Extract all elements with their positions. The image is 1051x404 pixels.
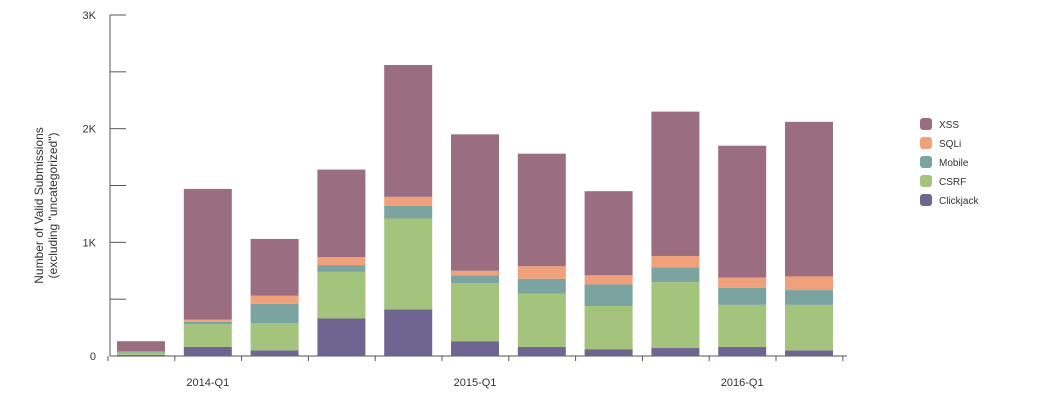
bar-segment-xss xyxy=(317,169,366,258)
bar-segment-clickjack xyxy=(785,350,833,356)
bar-segment-xss xyxy=(517,153,566,267)
x-tick-label: 2016-Q1 xyxy=(721,377,764,389)
y-tick-label: 3K xyxy=(83,10,97,22)
bar-segment-sqli xyxy=(451,270,499,276)
bar-segment-sqli xyxy=(785,276,833,291)
axes: 0 1K 2K 3K 2014-Q1 2015-Q1 2016-Q1 Number of Va… xyxy=(32,10,847,389)
bar-segment-sqli xyxy=(183,319,232,322)
legend: XSS SQLi Mobile CSRF Clickjack xyxy=(920,118,979,207)
legend-swatch-csrf xyxy=(920,175,932,187)
bar-segment-csrf xyxy=(517,293,566,347)
bar-segment-mobile xyxy=(317,265,366,272)
bar-segment-sqli xyxy=(117,351,165,353)
bar-segment-mobile xyxy=(517,278,566,294)
legend-label-clickjack: Clickjack xyxy=(939,196,979,207)
bar-segment-clickjack xyxy=(451,341,499,356)
bar-segment-clickjack xyxy=(718,346,767,356)
bar-segment-xss xyxy=(718,145,767,278)
bar-segment-sqli xyxy=(651,255,700,268)
bar-segment-sqli xyxy=(317,257,366,266)
bar-segment-csrf xyxy=(117,352,165,355)
bars xyxy=(117,65,833,356)
bar-segment-sqli xyxy=(250,295,299,304)
legend-swatch-sqli xyxy=(920,137,932,149)
bar-segment-mobile xyxy=(584,284,633,306)
legend-swatch-clickjack xyxy=(920,194,932,206)
bar-segment-xss xyxy=(183,188,232,320)
bar-segment-clickjack xyxy=(584,349,633,356)
bar-segment-sqli xyxy=(384,196,433,206)
y-axis-title: Number of Valid Submissions (excluding "u… xyxy=(32,127,60,284)
legend-label-csrf: CSRF xyxy=(939,177,966,188)
legend-swatch-xss xyxy=(920,118,932,130)
y-tick-label: 1K xyxy=(83,237,97,249)
bar-segment-sqli xyxy=(517,266,566,279)
bar-segment-mobile xyxy=(250,303,299,324)
y-axis-title-line: Number of Valid Submissions xyxy=(32,127,46,284)
bar-segment-clickjack xyxy=(317,318,366,356)
y-axis-title-line: (excluding "uncategorized") xyxy=(46,133,60,279)
bar-segment-csrf xyxy=(451,283,499,342)
bar-segment-clickjack xyxy=(250,350,299,356)
legend-label-mobile: Mobile xyxy=(939,158,969,169)
bar-segment-mobile xyxy=(718,287,767,305)
bar-segment-xss xyxy=(785,121,833,277)
bar-segment-xss xyxy=(451,134,499,271)
bar-segment-mobile xyxy=(451,275,499,284)
bar-segment-csrf xyxy=(651,282,700,349)
x-tick-label: 2015-Q1 xyxy=(454,377,497,389)
bar-segment-mobile xyxy=(651,267,700,283)
x-tick-label: 2014-Q1 xyxy=(186,377,229,389)
bar-segment-xss xyxy=(117,341,165,352)
bar-segment-clickjack xyxy=(651,348,700,356)
bar-segment-csrf xyxy=(317,271,366,319)
bar-segment-sqli xyxy=(718,277,767,288)
legend-label-sqli: SQLi xyxy=(939,139,961,150)
bar-segment-clickjack xyxy=(517,346,566,356)
bar-segment-mobile xyxy=(785,290,833,305)
bar-segment-mobile xyxy=(384,205,433,219)
bar-segment-csrf xyxy=(183,324,232,347)
y-tick-label: 0 xyxy=(90,351,96,363)
bar-segment-csrf xyxy=(785,304,833,351)
legend-label-xss: XSS xyxy=(939,120,959,131)
bar-segment-clickjack xyxy=(183,346,232,356)
y-tick-label: 2K xyxy=(83,124,97,136)
bar-segment-clickjack xyxy=(117,354,165,356)
bar-segment-csrf xyxy=(584,305,633,350)
legend-swatch-mobile xyxy=(920,156,932,168)
bar-segment-mobile xyxy=(117,352,165,353)
bar-segment-xss xyxy=(384,65,433,197)
bar-segment-csrf xyxy=(384,218,433,310)
bar-segment-csrf xyxy=(718,304,767,347)
bar-segment-mobile xyxy=(183,321,232,325)
bar-segment-csrf xyxy=(250,323,299,351)
bar-segment-sqli xyxy=(584,275,633,285)
bar-segment-xss xyxy=(250,238,299,296)
bar-segment-xss xyxy=(584,191,633,276)
bar-segment-xss xyxy=(651,111,700,256)
bar-segment-clickjack xyxy=(384,309,433,356)
